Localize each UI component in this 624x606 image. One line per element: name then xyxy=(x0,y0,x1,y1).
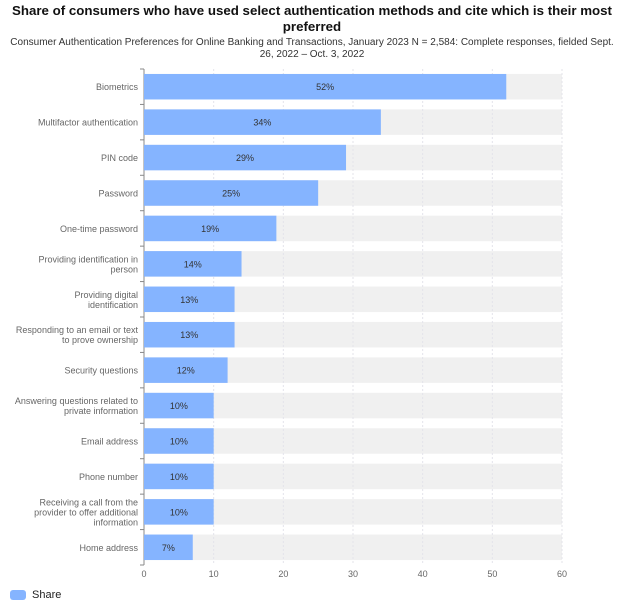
category-label: Password xyxy=(98,189,138,199)
category-label: Providing identification in person xyxy=(38,254,138,274)
x-tick-label: 10 xyxy=(209,569,219,579)
bar xyxy=(144,357,228,383)
category-label: One-time password xyxy=(60,224,138,234)
bar xyxy=(144,73,507,100)
category-label: Security questions xyxy=(64,366,138,376)
category-label: Phone number xyxy=(79,472,138,482)
data-label: 12% xyxy=(177,366,195,376)
x-tick-label: 40 xyxy=(418,569,428,579)
legend[interactable]: Share xyxy=(10,589,61,601)
bar xyxy=(144,534,193,561)
data-label: 52% xyxy=(316,82,334,92)
background-bar xyxy=(144,499,562,525)
category-label: Email address xyxy=(81,437,139,447)
x-tick-label: 60 xyxy=(557,569,567,579)
background-bar xyxy=(144,463,562,490)
data-label: 25% xyxy=(222,189,240,199)
chart-title: Share of consumers who have used select … xyxy=(12,3,612,34)
category-label: Home address xyxy=(79,543,138,553)
category-label: Providing digital identification xyxy=(74,290,138,310)
bar xyxy=(144,463,214,490)
chart-subtitle: Consumer Authentication Preferences for … xyxy=(10,37,614,60)
bar xyxy=(144,499,214,525)
category-label: Responding to an email or text to prove o… xyxy=(16,325,139,345)
bar xyxy=(144,215,277,242)
bar xyxy=(144,321,235,348)
category-label: Receiving a call from the provider to off… xyxy=(34,497,138,527)
bar xyxy=(144,428,214,454)
x-tick-label: 20 xyxy=(278,569,288,579)
x-tick-label: 50 xyxy=(487,569,497,579)
chart-header: Share of consumers who have used select … xyxy=(0,3,624,61)
category-label: PIN code xyxy=(101,153,138,163)
data-label: 29% xyxy=(236,153,254,163)
category-label: Answering questions related to private in… xyxy=(15,396,138,416)
data-label: 14% xyxy=(184,259,202,269)
x-tick-label: 0 xyxy=(141,569,146,579)
data-label: 10% xyxy=(170,437,188,447)
legend-swatch xyxy=(10,590,26,600)
data-label: 13% xyxy=(180,295,198,305)
bar xyxy=(144,109,381,135)
bar xyxy=(144,144,347,171)
bar xyxy=(144,251,242,277)
x-tick-label: 30 xyxy=(348,569,358,579)
category-label: Biometrics xyxy=(96,82,139,92)
data-label: 10% xyxy=(170,401,188,411)
data-label: 13% xyxy=(180,330,198,340)
legend-label: Share xyxy=(32,589,62,601)
bar xyxy=(144,392,214,419)
bar xyxy=(144,286,235,313)
data-label: 10% xyxy=(170,472,188,482)
category-label: Multifactor authentication xyxy=(38,118,138,128)
data-label: 19% xyxy=(201,224,219,234)
data-label: 34% xyxy=(253,118,271,128)
bar xyxy=(144,180,319,206)
data-label: 10% xyxy=(170,507,188,517)
data-label: 7% xyxy=(162,543,175,553)
